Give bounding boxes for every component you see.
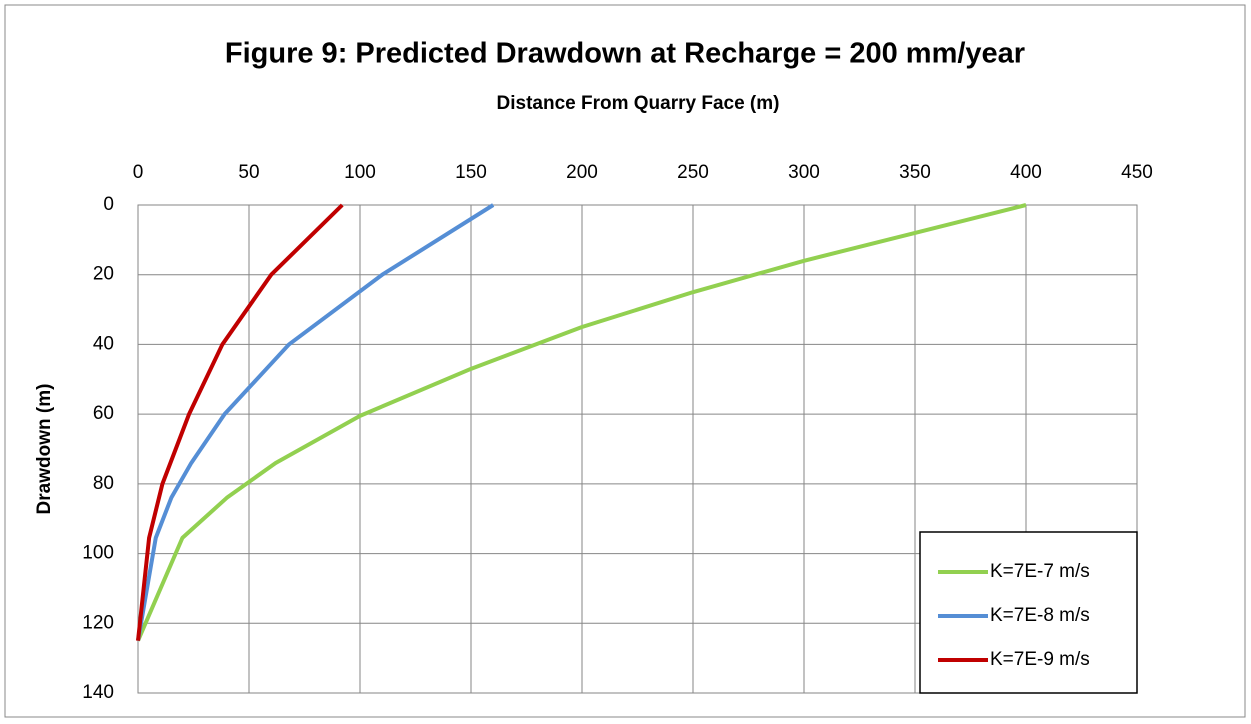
x-tick-label: 150 xyxy=(455,162,487,183)
series-line xyxy=(136,203,495,642)
plot-border xyxy=(137,204,1138,694)
chart-title: Figure 9: Predicted Drawdown at Recharge… xyxy=(225,38,1025,70)
y-tick-label: 140 xyxy=(82,682,114,703)
x-axis-label: Distance From Quarry Face (m) xyxy=(497,93,780,114)
x-tick-label: 200 xyxy=(566,162,598,183)
x-tick-label: 0 xyxy=(133,162,144,183)
x-tick-label: 450 xyxy=(1121,162,1153,183)
y-tick-label: 80 xyxy=(93,473,114,494)
y-tick-label: 120 xyxy=(82,612,114,633)
y-axis-label: Drawdown (m) xyxy=(34,384,55,515)
y-tick-label: 40 xyxy=(93,333,114,354)
legend-label: K=7E-8 m/s xyxy=(990,605,1090,626)
legend-label: K=7E-7 m/s xyxy=(990,561,1090,582)
series-line xyxy=(136,203,1027,642)
x-tick-label: 300 xyxy=(788,162,820,183)
legend-box xyxy=(919,531,1138,694)
x-tick-label: 100 xyxy=(344,162,376,183)
legend-label: K=7E-9 m/s xyxy=(990,649,1090,670)
x-tick-label: 250 xyxy=(677,162,709,183)
x-tick-label: 350 xyxy=(899,162,931,183)
series-line xyxy=(136,203,344,641)
x-tick-label: 50 xyxy=(238,162,259,183)
y-tick-label: 60 xyxy=(93,403,114,424)
y-tick-label: 0 xyxy=(103,194,114,215)
y-tick-label: 100 xyxy=(82,543,114,564)
y-tick-label: 20 xyxy=(93,264,114,285)
x-tick-label: 400 xyxy=(1010,162,1042,183)
